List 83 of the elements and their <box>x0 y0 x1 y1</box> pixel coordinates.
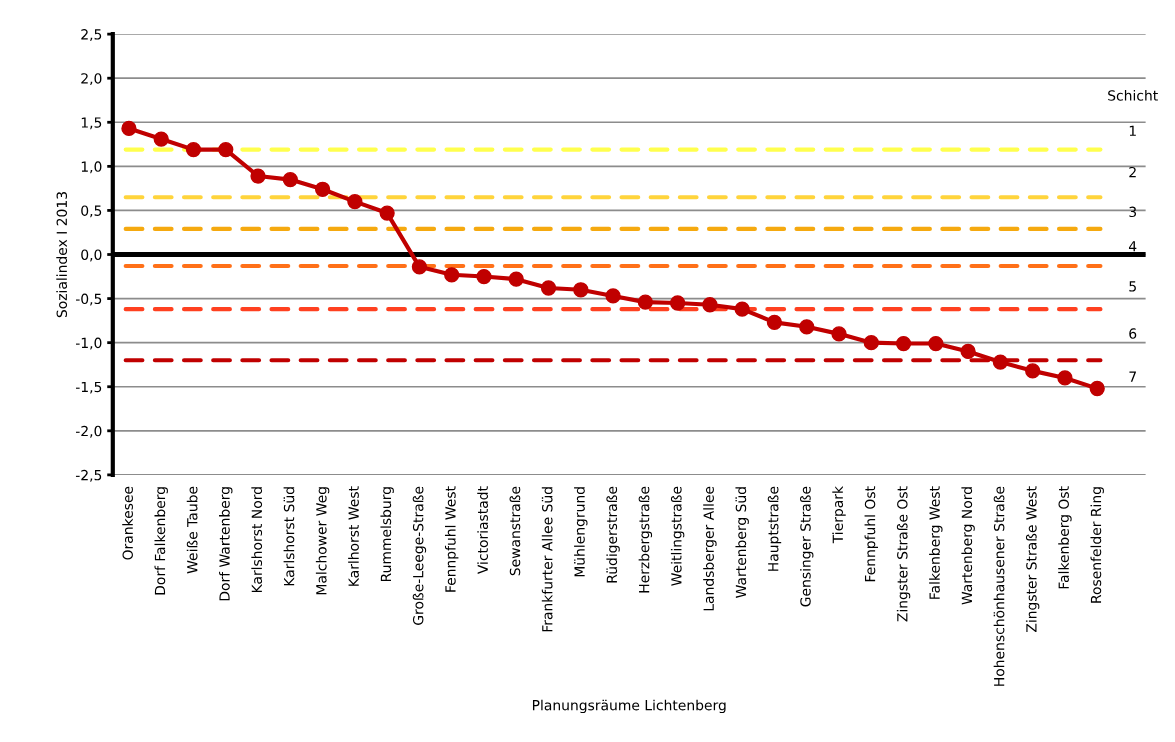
point <box>669 295 686 311</box>
x-tick-label: Sewanstraße <box>509 486 521 576</box>
x-tick-label: Frankfurter Allee Süd <box>541 487 553 632</box>
point <box>121 120 137 137</box>
x-tick-label: Landsberger Allee <box>703 486 717 611</box>
y-tick-label: 2,5 <box>81 29 102 42</box>
annotation: 6 <box>1129 328 1137 339</box>
x-tick-label: Hauptstraße <box>767 486 782 571</box>
x-tick-label: Weiße Taube <box>186 486 198 574</box>
point <box>702 297 718 313</box>
x-tick-label: Dorf Falkenberg <box>154 487 168 595</box>
y-tick-label: -1,0 <box>75 337 102 350</box>
x-tick-label: Dorf Wartenberg <box>219 487 233 601</box>
point <box>508 271 524 287</box>
y-axis-title: Sozialindex I 2013 <box>56 192 68 318</box>
point <box>153 131 169 147</box>
point <box>831 326 847 342</box>
point <box>185 141 202 158</box>
annotation: 4 <box>1128 241 1137 252</box>
x-tick-label: Rüdigerstraße <box>606 486 620 583</box>
x-tick-label: Weitlingstraße <box>670 486 685 586</box>
point <box>960 343 976 360</box>
point <box>992 354 1009 370</box>
point <box>314 181 331 197</box>
y-tick-label: 1,5 <box>81 117 102 130</box>
x-tick-label: Zingster Straße West <box>1025 486 1040 633</box>
point <box>444 267 460 283</box>
point <box>218 141 234 158</box>
y-tick-label: -1,5 <box>75 381 102 394</box>
point <box>1025 363 1041 379</box>
x-tick-label: Rummelsburg <box>380 487 394 582</box>
annotation: 7 <box>1129 371 1136 382</box>
point <box>250 168 266 184</box>
x-tick-label: Gensinger Straße <box>800 486 814 607</box>
y-tick-label: -2,5 <box>75 469 102 482</box>
point <box>1089 380 1105 397</box>
y-tick-label: -2,0 <box>75 425 102 438</box>
point <box>637 294 653 310</box>
point <box>540 280 557 296</box>
point <box>282 171 298 188</box>
x-tick-label: Falkenberg Ost <box>1058 486 1072 589</box>
y-tick-label: 0,0 <box>81 249 102 262</box>
y-tick-label: 2,0 <box>81 73 102 86</box>
point <box>766 314 783 331</box>
x-tick-label: Tierpark <box>832 486 846 544</box>
x-tick-label: Falkenberg West <box>929 486 943 599</box>
x-tick-label: Wartenberg Süd <box>735 487 749 598</box>
annotation: 2 <box>1129 166 1136 178</box>
point <box>347 193 363 210</box>
y-tick-label: -0,5 <box>75 293 102 306</box>
x-tick-label: Victoriastadt <box>477 486 488 575</box>
x-tick-label: Malchower Weg <box>315 487 330 595</box>
x-tick-label: Große-Leege-Straße <box>412 486 427 625</box>
point <box>1057 370 1073 386</box>
x-tick-label: Karlshorst Süd <box>283 487 295 586</box>
x-tick-label: Herzbergstraße <box>638 486 653 593</box>
point <box>863 335 879 351</box>
point <box>605 288 621 304</box>
y-tick-label: 1,0 <box>81 161 102 174</box>
annotation: 3 <box>1129 206 1137 218</box>
x-tick-label: Hohenschönhausener Straße <box>993 486 1005 686</box>
annotation: 5 <box>1129 281 1136 292</box>
annotation: Schicht <box>1108 90 1158 101</box>
point <box>476 268 492 285</box>
x-tick-label: Fennpfuhl Ost <box>864 486 878 582</box>
x-tick-label: Wartenberg Nord <box>961 487 975 605</box>
x-tick-label: Orankesee <box>122 486 133 560</box>
x-tick-label: Rosenfelder Ring <box>1090 487 1104 603</box>
x-tick-label: Zingster Straße Ost <box>896 486 911 622</box>
annotation: 1 <box>1129 125 1136 136</box>
x-axis-title: Planungsräume Lichtenberg <box>532 699 726 714</box>
point <box>928 335 944 352</box>
point <box>734 301 750 317</box>
y-tick-label: 0,5 <box>81 205 102 218</box>
point <box>895 335 912 352</box>
point <box>799 319 815 335</box>
x-tick-label: Fennpfuhl West <box>444 486 459 592</box>
point <box>379 205 395 221</box>
x-tick-label: Karlhorst West <box>348 486 359 586</box>
point <box>411 259 428 275</box>
point <box>573 282 589 298</box>
x-tick-label: Karlshorst Nord <box>251 487 263 593</box>
x-tick-label: Mühlengrund <box>574 487 588 577</box>
